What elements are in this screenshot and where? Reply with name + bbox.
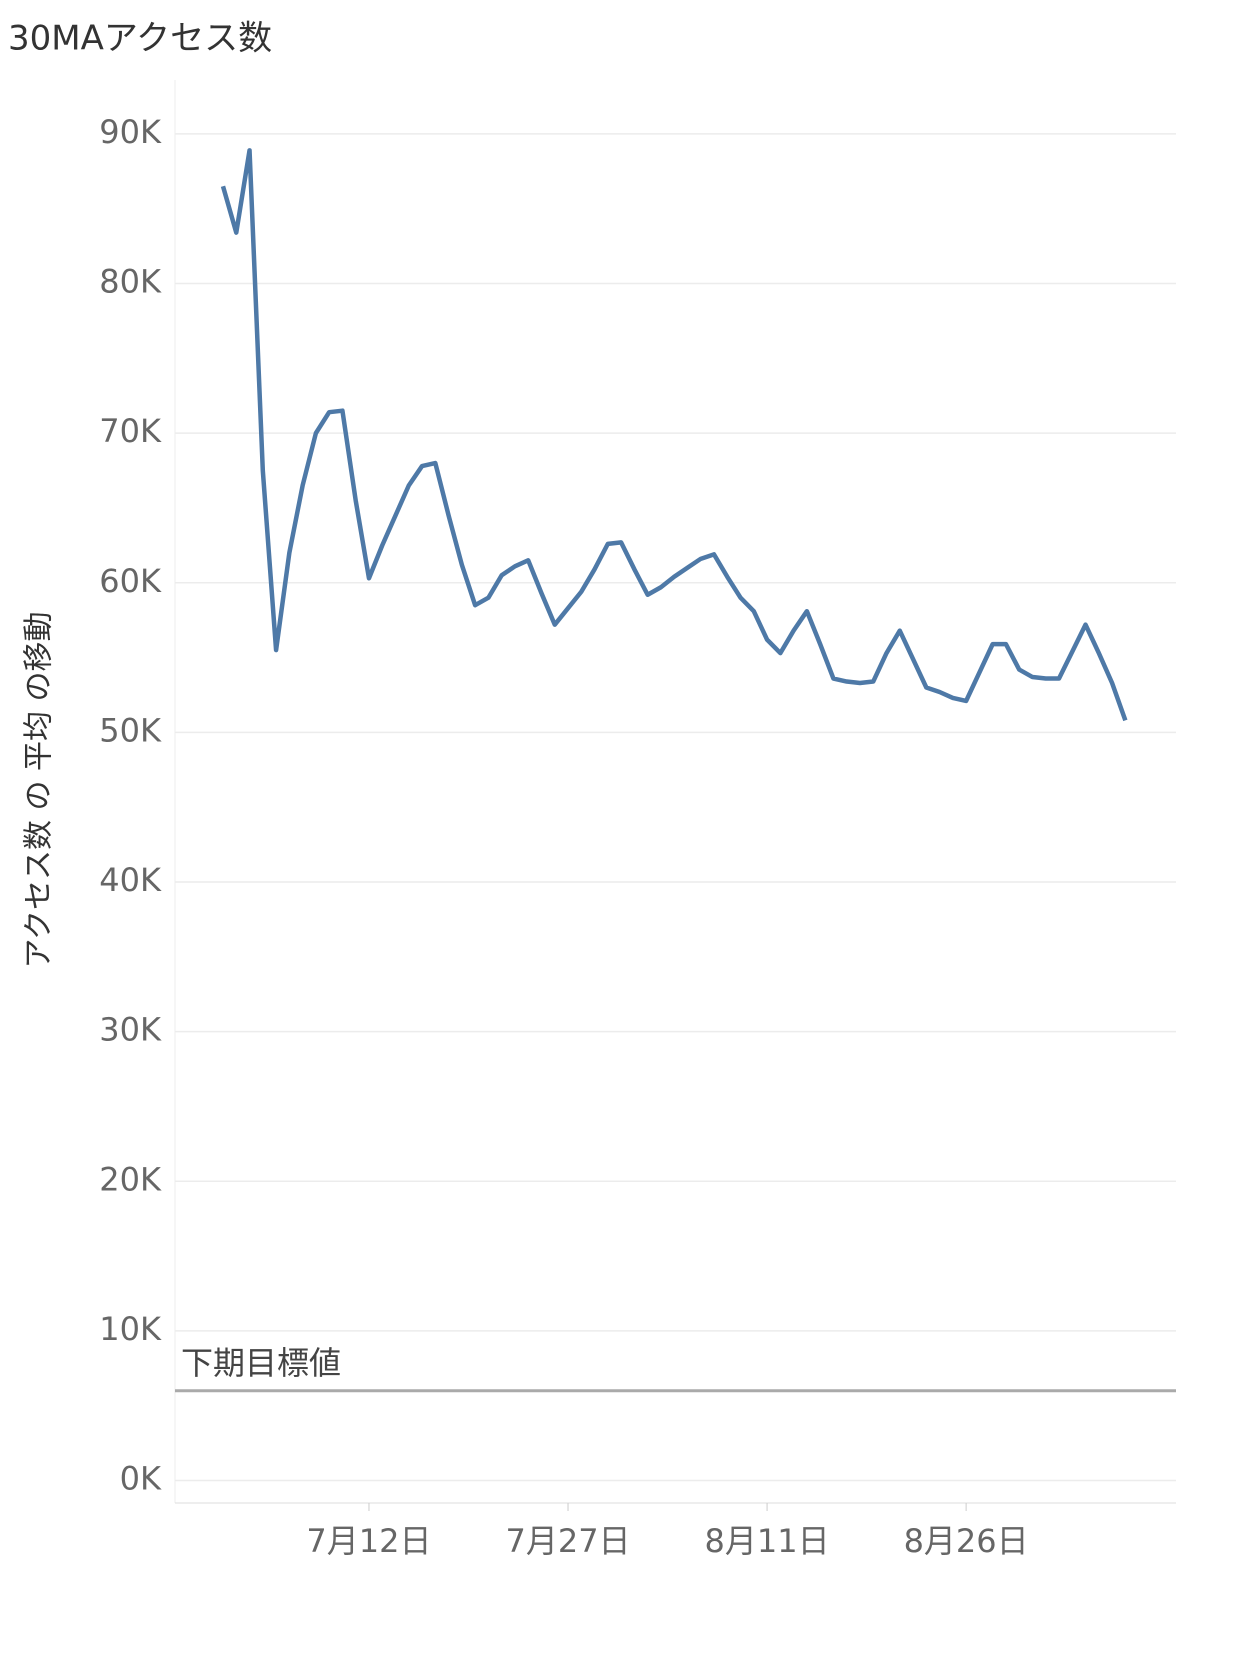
y-tick-label: 50K — [99, 711, 162, 749]
chart-title: 30MAアクセス数 — [8, 19, 272, 59]
y-axis-label: アクセス数 の 平均 の移動 — [22, 611, 57, 968]
y-tick-label: 40K — [99, 861, 162, 899]
reference-label: 下期目標値 — [181, 1344, 341, 1382]
data-line — [220, 148, 1128, 722]
y-tick-label: 60K — [99, 562, 162, 600]
x-tick-label: 7月12日 — [306, 1522, 431, 1560]
y-tick-label: 70K — [99, 412, 162, 450]
y-tick-label: 10K — [99, 1310, 162, 1348]
x-tick-label: 8月11日 — [705, 1522, 830, 1560]
y-tick-label: 20K — [99, 1160, 162, 1198]
y-tick-label: 90K — [99, 113, 162, 151]
y-tick-label: 30K — [99, 1011, 162, 1049]
x-tick-label: 7月27日 — [505, 1522, 630, 1560]
y-tick-label: 80K — [99, 262, 162, 300]
x-tick-label: 8月26日 — [904, 1522, 1029, 1560]
y-tick-label: 0K — [120, 1460, 162, 1498]
